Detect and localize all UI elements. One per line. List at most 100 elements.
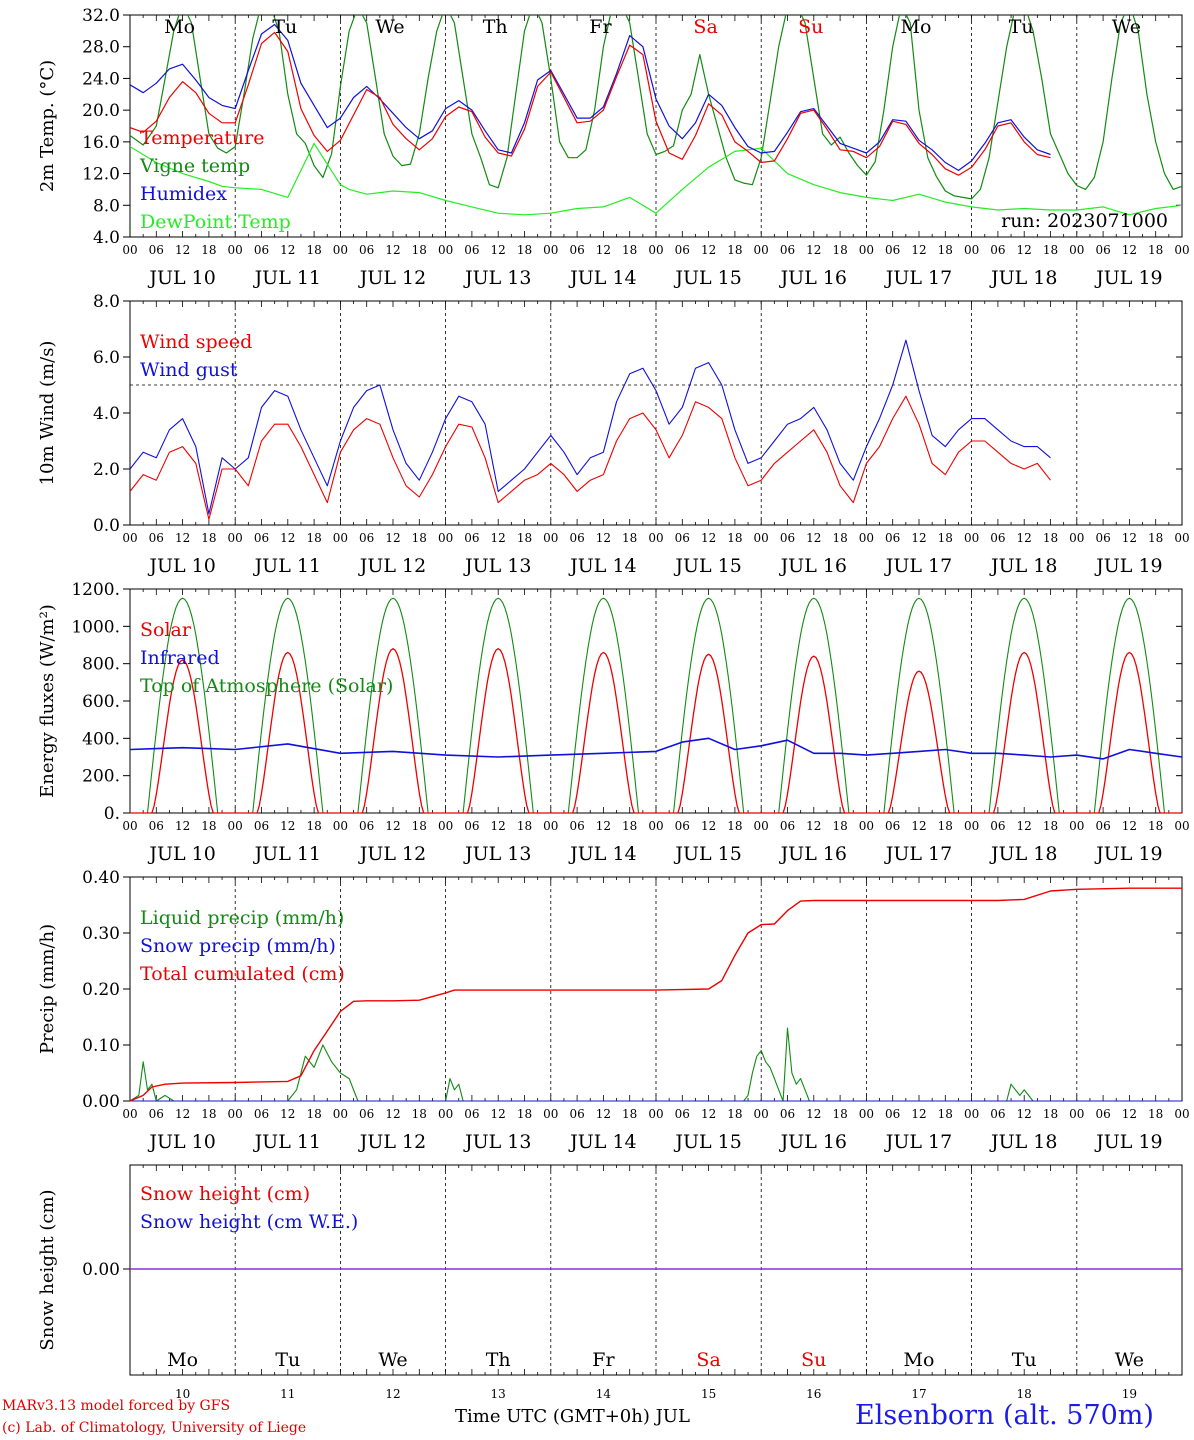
weekday-label: Fr — [592, 1349, 615, 1371]
hour-tick-label: 18 — [201, 1107, 216, 1121]
hour-tick-label: 12 — [491, 243, 506, 257]
hour-tick-label: 06 — [149, 531, 164, 545]
y-tick-label: 400. — [82, 729, 120, 749]
legend-entry: Wind speed — [140, 331, 252, 353]
hour-tick-label: 12 — [701, 531, 716, 545]
date-label: JUL 12 — [358, 1131, 426, 1153]
hour-tick-label: 18 — [727, 243, 742, 257]
hour-tick-label: 00 — [648, 1107, 663, 1121]
hour-tick-label: 18 — [201, 531, 216, 545]
hour-tick-label: 18 — [622, 819, 637, 833]
hour-tick-label: 12 — [491, 531, 506, 545]
date-label: JUL 15 — [673, 555, 741, 577]
date-label: JUL 10 — [147, 843, 215, 865]
day-number-label: 19 — [1122, 1387, 1137, 1401]
y-tick-label: 16.0 — [82, 133, 120, 153]
y-tick-label: 4.0 — [93, 404, 120, 424]
hour-tick-label: 06 — [569, 819, 584, 833]
hour-tick-label: 18 — [1148, 243, 1163, 257]
hour-tick-label: 06 — [569, 531, 584, 545]
hour-tick-label: 00 — [438, 1107, 453, 1121]
hour-tick-label: 00 — [543, 1107, 558, 1121]
hour-tick-label: 00 — [1174, 819, 1189, 833]
y-tick-label: 4.0 — [93, 228, 120, 248]
series-line-2 — [129, 339, 1051, 515]
hour-tick-label: 00 — [964, 243, 979, 257]
hour-tick-label: 12 — [175, 243, 190, 257]
hour-tick-label: 06 — [990, 1107, 1005, 1121]
hour-tick-label: 12 — [1017, 531, 1032, 545]
hour-tick-label: 06 — [885, 531, 900, 545]
hour-tick-label: 12 — [596, 531, 611, 545]
hour-tick-label: 12 — [701, 243, 716, 257]
hour-tick-label: 12 — [385, 819, 400, 833]
hour-tick-label: 06 — [885, 1107, 900, 1121]
hour-tick-label: 12 — [385, 243, 400, 257]
date-label: JUL 13 — [463, 267, 531, 289]
date-label: JUL 18 — [989, 1131, 1057, 1153]
y-tick-label: 32.0 — [82, 6, 120, 26]
hour-tick-label: 12 — [806, 243, 821, 257]
weekday-label: Mo — [904, 1349, 935, 1371]
panel-4: 00 06 12 18 00 06 12 18 00 06 12 18 00 06 12 18 00 06 12 18… — [37, 868, 1190, 1153]
hour-tick-label: 06 — [990, 819, 1005, 833]
hour-tick-label: 06 — [254, 819, 269, 833]
hour-tick-label: 12 — [1122, 531, 1137, 545]
hour-tick-label: 12 — [911, 819, 926, 833]
legend-entry: Solar — [140, 619, 192, 641]
date-label: JUL 12 — [358, 555, 426, 577]
hour-tick-label: 12 — [175, 1107, 190, 1121]
date-label: JUL 14 — [568, 555, 636, 577]
weekday-label: We — [1115, 1349, 1144, 1371]
weekday-label: Su — [798, 16, 823, 38]
hour-tick-label: 18 — [1043, 243, 1058, 257]
series-line-1 — [129, 395, 1051, 520]
hour-tick-label: 00 — [1174, 243, 1189, 257]
hour-tick-label: 06 — [1095, 819, 1110, 833]
weekday-label: Su — [801, 1349, 826, 1371]
hour-tick-label: 18 — [622, 531, 637, 545]
weekday-label: Tu — [1012, 1349, 1037, 1371]
panel-3: 00 06 12 18 00 06 12 18 00 06 12 18 00 06 12 18 00 06 12 18… — [37, 580, 1190, 865]
date-label: JUL 17 — [884, 843, 952, 865]
hour-tick-label: 18 — [1148, 1107, 1163, 1121]
legend-entry: Top of Atmosphere (Solar) — [140, 675, 393, 697]
series-group — [130, 15, 1182, 216]
weekday-label: Sa — [693, 16, 717, 38]
hour-tick-label: 12 — [491, 1107, 506, 1121]
hour-tick-label: 00 — [122, 1107, 137, 1121]
day-number-label: 13 — [491, 1387, 506, 1401]
hour-tick-label: 18 — [517, 819, 532, 833]
y-tick-label: 0. — [104, 804, 120, 824]
series-line-2 — [130, 15, 1182, 200]
hour-tick-label: 06 — [464, 819, 479, 833]
hour-tick-label: 12 — [175, 819, 190, 833]
hour-tick-label: 18 — [1043, 531, 1058, 545]
weekday-label: Tu — [1009, 16, 1034, 38]
hour-tick-label: 00 — [964, 1107, 979, 1121]
hour-tick-label: 06 — [990, 243, 1005, 257]
hour-tick-label: 18 — [201, 243, 216, 257]
hour-tick-label: 18 — [517, 243, 532, 257]
legend-entry: Liquid precip (mm/h) — [140, 907, 344, 929]
station-name: Elsenborn (alt. 570m) — [855, 1400, 1154, 1431]
legend-entry: Snow height (cm W.E.) — [140, 1211, 358, 1233]
hour-tick-label: 18 — [306, 819, 321, 833]
hour-tick-label: 00 — [333, 819, 348, 833]
legend-entry: DewPoint Temp — [140, 211, 291, 233]
hour-tick-label: 18 — [622, 243, 637, 257]
legend-entry: Total cumulated (cm) — [140, 963, 345, 985]
date-label: JUL 19 — [1094, 555, 1162, 577]
series-line-1 — [130, 31, 1051, 176]
hour-tick-label: 06 — [149, 1107, 164, 1121]
hour-tick-label: 00 — [333, 531, 348, 545]
hour-tick-label: 00 — [543, 819, 558, 833]
y-tick-label: 12.0 — [82, 165, 120, 185]
hour-tick-label: 06 — [1095, 1107, 1110, 1121]
hour-tick-label: 12 — [1017, 1107, 1032, 1121]
lab-credit: (c) Lab. of Climatology, University of L… — [2, 1420, 307, 1436]
day-number-label: 11 — [280, 1387, 295, 1401]
y-axis-label: 10m Wind (m/s) — [37, 341, 58, 486]
y-tick-label: 0.00 — [82, 1260, 120, 1280]
